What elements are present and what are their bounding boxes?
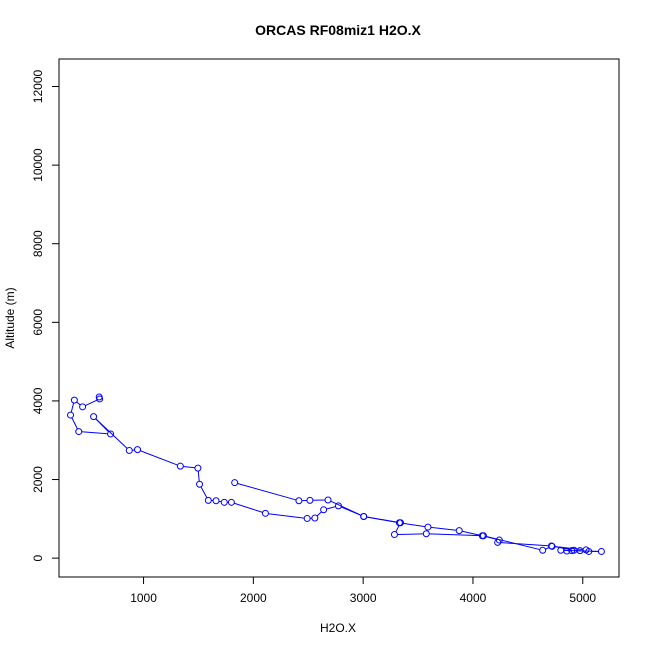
series-line-segment (200, 486, 208, 498)
plot-area (67, 393, 605, 555)
series-line-segment (486, 535, 540, 551)
x-tick-label: 5000 (569, 591, 596, 605)
series-line-segment (70, 402, 75, 413)
data-point (334, 502, 342, 510)
series-line-segment (366, 516, 398, 523)
series-line-segment (85, 399, 98, 407)
x-tick-label: 2000 (240, 591, 267, 605)
series-line-segment (500, 542, 549, 547)
series-line-segment (330, 500, 362, 516)
data-point (125, 446, 133, 454)
data-point (107, 430, 115, 438)
series-line-segment (316, 511, 322, 517)
y-tick-label: 6000 (31, 309, 45, 336)
data-point (176, 462, 184, 470)
y-tick-label: 4000 (31, 387, 45, 414)
data-point (196, 480, 204, 488)
x-tick-label: 1000 (130, 591, 157, 605)
y-tick-label: 2000 (31, 466, 45, 493)
data-point (311, 514, 319, 522)
data-point (324, 496, 332, 504)
series-line-segment (395, 525, 400, 533)
series-line-segment (402, 522, 426, 528)
data-point (194, 464, 202, 472)
series-line-segment (81, 431, 108, 435)
series-line-segment (95, 418, 128, 449)
data-point (390, 531, 398, 539)
y-tick-label: 0 (31, 554, 45, 561)
data-point (494, 538, 502, 546)
y-tick-label: 12000 (31, 70, 45, 104)
data-point (582, 546, 590, 554)
series-line-segment (197, 471, 200, 482)
series-line-segment (76, 401, 81, 406)
data-point (204, 496, 212, 504)
data-point (295, 497, 303, 505)
x-axis-label: H2O.X (320, 621, 356, 635)
data-point (360, 512, 368, 520)
data-point (548, 542, 556, 550)
series-line-segment (268, 513, 305, 519)
data-point (568, 547, 576, 555)
series-line-segment (71, 417, 78, 430)
data-point (134, 446, 142, 454)
y-tick-label: 8000 (31, 230, 45, 257)
data-point (479, 532, 487, 540)
data-point (90, 413, 98, 421)
data-point (79, 403, 87, 411)
data-point (422, 530, 430, 538)
data-point (67, 411, 75, 419)
data-point (455, 527, 463, 535)
data-point (320, 506, 328, 514)
data-point (212, 497, 220, 505)
data-point (227, 498, 235, 506)
data-point (220, 498, 228, 506)
data-point (96, 395, 104, 403)
series-line-segment (462, 530, 480, 536)
data-point (597, 547, 605, 555)
series-line-segment (237, 483, 297, 501)
data-point (303, 514, 311, 522)
chart-title: ORCAS RF08miz1 H2O.X (255, 22, 421, 38)
series-line-segment (234, 502, 263, 513)
data-point (424, 523, 432, 531)
data-point (563, 547, 571, 555)
series-line-segment (397, 533, 424, 535)
data-point (306, 496, 314, 504)
data-point (261, 509, 269, 517)
series-line-segment (429, 533, 481, 537)
x-tick-label: 4000 (460, 591, 487, 605)
y-axis-label: Altitude (m) (3, 287, 17, 348)
data-point (539, 546, 547, 554)
data-point (70, 396, 78, 404)
x-axis: 1000 2000 3000 4000 5000 (130, 576, 596, 605)
x-tick-label: 3000 (350, 591, 377, 605)
series-line-segment (183, 466, 195, 469)
data-point (75, 428, 83, 436)
y-axis: 0 2000 4000 6000 8000 10000 12000 (31, 70, 60, 561)
data-point (231, 479, 239, 487)
series-line-segment (326, 506, 336, 510)
series-line-segment (140, 450, 178, 466)
series-line-segment (430, 526, 457, 531)
data-point (396, 519, 404, 527)
y-tick-label: 10000 (31, 148, 45, 182)
